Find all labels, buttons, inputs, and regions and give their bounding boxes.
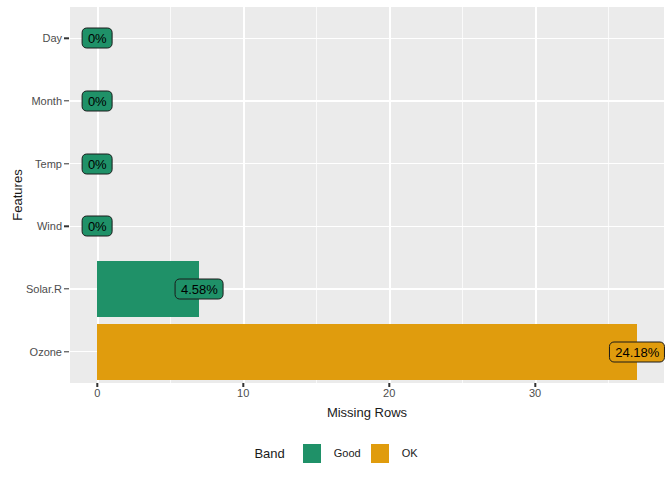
y-tick-label-month: Month bbox=[31, 95, 62, 107]
x-axis-title: Missing Rows bbox=[327, 405, 407, 420]
y-tick-label-ozone: Ozone bbox=[30, 346, 62, 358]
y-tick-label-temp: Temp bbox=[35, 158, 62, 170]
pct-label-day: 0% bbox=[82, 28, 113, 49]
major-gridline bbox=[70, 100, 664, 102]
pct-label-month: 0% bbox=[82, 91, 113, 112]
pct-label-temp: 0% bbox=[82, 153, 113, 174]
legend-label: Good bbox=[334, 447, 361, 459]
pct-label-solar-r: 4.58% bbox=[175, 279, 224, 300]
legend-entry-ok: OK bbox=[371, 444, 418, 463]
x-tick-label: 20 bbox=[383, 387, 395, 399]
legend-label: OK bbox=[402, 447, 418, 459]
y-tick-mark bbox=[64, 163, 69, 164]
y-tick-label-wind: Wind bbox=[37, 220, 62, 232]
legend-key-swatch bbox=[371, 444, 389, 463]
legend-entries: Good OK bbox=[293, 444, 418, 463]
x-tick-label: 30 bbox=[529, 387, 541, 399]
y-tick-mark bbox=[64, 100, 69, 101]
major-gridline bbox=[70, 226, 664, 228]
y-tick-label-solar-r: Solar.R bbox=[26, 283, 62, 295]
y-tick-mark bbox=[64, 351, 69, 352]
legend-entry-good: Good bbox=[303, 444, 361, 463]
legend-key-swatch bbox=[303, 444, 321, 463]
y-tick-label-day: Day bbox=[42, 32, 62, 44]
missing-data-bar-chart: Features Missing Rows Band Good OK 0% Day 0… bbox=[0, 0, 672, 480]
x-tick-label: 0 bbox=[94, 387, 100, 399]
y-tick-mark bbox=[64, 288, 69, 289]
y-tick-mark bbox=[64, 38, 69, 39]
pct-label-ozone: 24.18% bbox=[609, 341, 665, 362]
major-gridline bbox=[70, 38, 664, 40]
legend-title: Band bbox=[254, 446, 284, 461]
x-tick-label: 10 bbox=[237, 387, 249, 399]
y-axis-title: Features bbox=[10, 169, 25, 220]
legend: Band Good OK bbox=[0, 442, 672, 464]
bar-ozone bbox=[97, 324, 637, 380]
pct-label-wind: 0% bbox=[82, 216, 113, 237]
major-gridline bbox=[70, 163, 664, 165]
plot-panel bbox=[70, 7, 664, 383]
y-tick-mark bbox=[64, 226, 69, 227]
